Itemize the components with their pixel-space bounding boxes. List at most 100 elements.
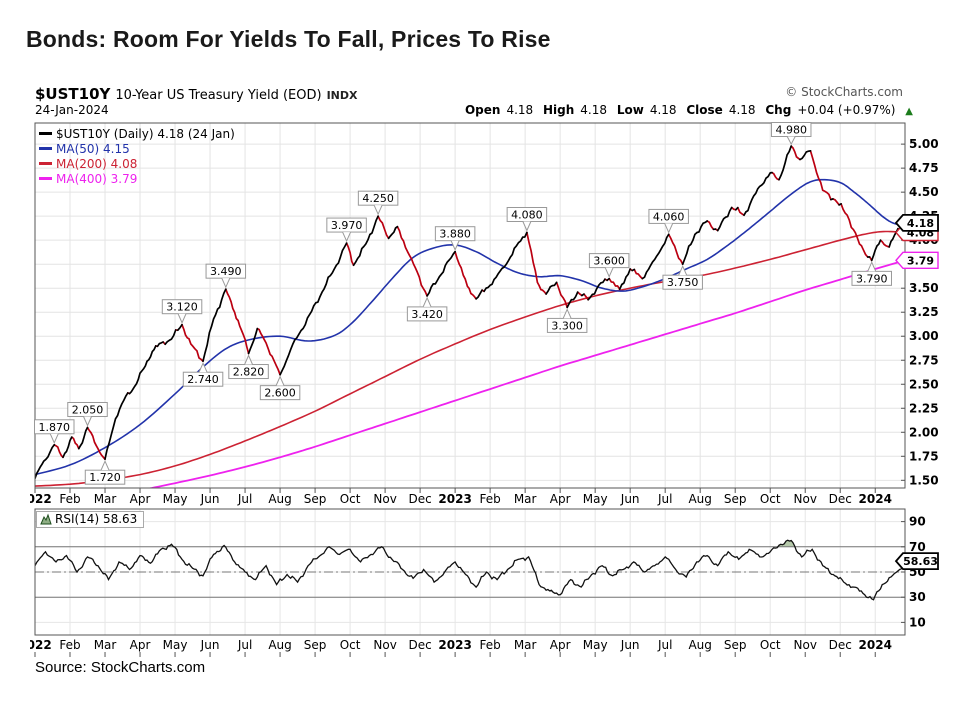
callout-value: 3.600 — [593, 255, 625, 268]
axis-badge-value: 58.63 — [903, 555, 938, 568]
axis-badge — [895, 251, 939, 270]
legend-swatch — [39, 147, 52, 150]
x-axis-label: Sep — [304, 638, 327, 652]
x-axis-label: Jul — [237, 492, 252, 506]
callout-value: 4.250 — [362, 192, 394, 205]
callout-value: 3.790 — [856, 272, 888, 285]
plot-border — [34, 122, 906, 489]
x-axis-label: Aug — [268, 492, 291, 506]
x-axis-label: Dec — [408, 492, 431, 506]
callout-value: 4.980 — [775, 124, 807, 137]
stockcharts-panel: $UST10Y 10-Year US Treasury Yield (EOD) IN… — [30, 84, 942, 674]
callout-pointer — [867, 261, 877, 272]
x-axis-label: May — [583, 638, 608, 652]
up-arrow-icon: ▲ — [905, 106, 913, 117]
callout-value: 3.420 — [411, 308, 443, 321]
y-axis-label: 3.50 — [909, 281, 939, 295]
callout-value: 3.750 — [667, 276, 699, 289]
x-axis-label: 2022 — [30, 492, 52, 506]
x-axis-label: Dec — [829, 492, 852, 506]
low-label: Low — [616, 103, 644, 117]
x-axis-label: Jun — [200, 638, 220, 652]
x-axis-label: Apr — [550, 492, 571, 506]
annotation-callout: 3.120 — [161, 299, 203, 324]
axis-badge-value: 3.79 — [907, 254, 934, 267]
y-axis-label: 4.50 — [909, 185, 939, 199]
x-axis-label: Sep — [724, 492, 747, 506]
legend-swatch — [39, 162, 52, 165]
ma50-line — [35, 178, 905, 476]
annotation-callout: 4.060 — [648, 208, 689, 234]
callout-pointer — [221, 277, 231, 289]
axis-badge-value: 4.18 — [907, 217, 934, 230]
rsi-area-icon — [40, 513, 52, 525]
x-axis-label: Oct — [340, 492, 361, 506]
x-axis-label: May — [163, 638, 188, 652]
x-axis-label: Feb — [59, 492, 80, 506]
annotation-callout: 3.420 — [406, 296, 448, 322]
x-axis-label: Oct — [760, 638, 781, 652]
x-axis-label: Mar — [514, 638, 537, 652]
callout-pointer — [244, 354, 254, 365]
x-axis-label: Jul — [657, 492, 672, 506]
symbol: $UST10Y — [35, 85, 111, 103]
x-axis-label: 2023 — [438, 638, 471, 652]
annotation-callout: 1.720 — [84, 459, 126, 485]
annotation-callout: 4.080 — [506, 207, 548, 232]
open-value: 4.18 — [506, 103, 534, 117]
annotation-callout: 3.880 — [434, 226, 476, 251]
callout-pointer — [83, 416, 92, 427]
callout-value: 3.970 — [331, 219, 363, 232]
source-note: Source: StockCharts.com — [35, 659, 206, 676]
axis-badge — [894, 213, 939, 232]
x-axis-label: Feb — [480, 638, 501, 652]
callout-pointer — [275, 375, 285, 386]
legend-text: $UST10Y (Daily) 4.18 (24 Jan) — [56, 126, 235, 141]
y-axis-label: 3.25 — [909, 305, 939, 319]
callout-box — [161, 299, 203, 315]
legend-text: MA(50) 4.15 — [56, 141, 130, 156]
legend-swatch — [39, 177, 52, 180]
x-axis-label: Mar — [94, 638, 117, 652]
x-axis-label: May — [163, 492, 188, 506]
y-axis-label: 4.75 — [909, 161, 939, 175]
legend-item: MA(50) 4.15 — [39, 141, 235, 156]
annotation-callout: 3.600 — [588, 253, 630, 278]
callout-value: 2.820 — [233, 366, 265, 379]
callout-pointer — [664, 223, 674, 234]
annotation-callout: 2.820 — [228, 354, 269, 380]
annotation-callout: 2.050 — [67, 401, 108, 427]
y-axis-label: 30 — [909, 590, 926, 604]
callout-value: 4.080 — [511, 209, 543, 222]
x-axis-label: Nov — [373, 638, 396, 652]
callout-value: 3.120 — [166, 301, 198, 314]
x-axis-label: Aug — [688, 492, 711, 506]
callout-pointer — [450, 240, 460, 251]
callout-value: 1.870 — [39, 421, 71, 434]
low-value: 4.18 — [649, 103, 677, 117]
x-axis-label: Feb — [59, 638, 80, 652]
annotation-callout: 3.970 — [326, 217, 367, 243]
x-axis-label: 2024 — [859, 638, 892, 652]
callout-value: 4.060 — [653, 210, 685, 223]
high-value: 4.18 — [580, 103, 608, 117]
legend-swatch — [39, 132, 52, 135]
y-axis-label: 70 — [909, 540, 926, 554]
x-axis-label: Apr — [130, 638, 151, 652]
rsi-label: RSI(14) 58.63 — [55, 512, 138, 526]
x-axis-label: Mar — [514, 492, 537, 506]
callout-value: 2.740 — [187, 373, 219, 386]
price-line-up — [35, 145, 905, 480]
y-axis-label: 2.25 — [909, 401, 939, 415]
x-axis-label: Oct — [340, 638, 361, 652]
y-axis-label: 5.00 — [909, 137, 939, 151]
x-axis-label: Sep — [304, 492, 327, 506]
series-group — [35, 145, 905, 488]
x-axis-label: Oct — [760, 492, 781, 506]
x-axis-label: Nov — [794, 638, 817, 652]
annotation-callout: 4.250 — [357, 190, 399, 216]
callout-box — [851, 270, 892, 286]
x-axis-label: 2022 — [30, 638, 52, 652]
callout-pointer — [100, 459, 110, 471]
callout-value: 3.880 — [439, 228, 471, 241]
